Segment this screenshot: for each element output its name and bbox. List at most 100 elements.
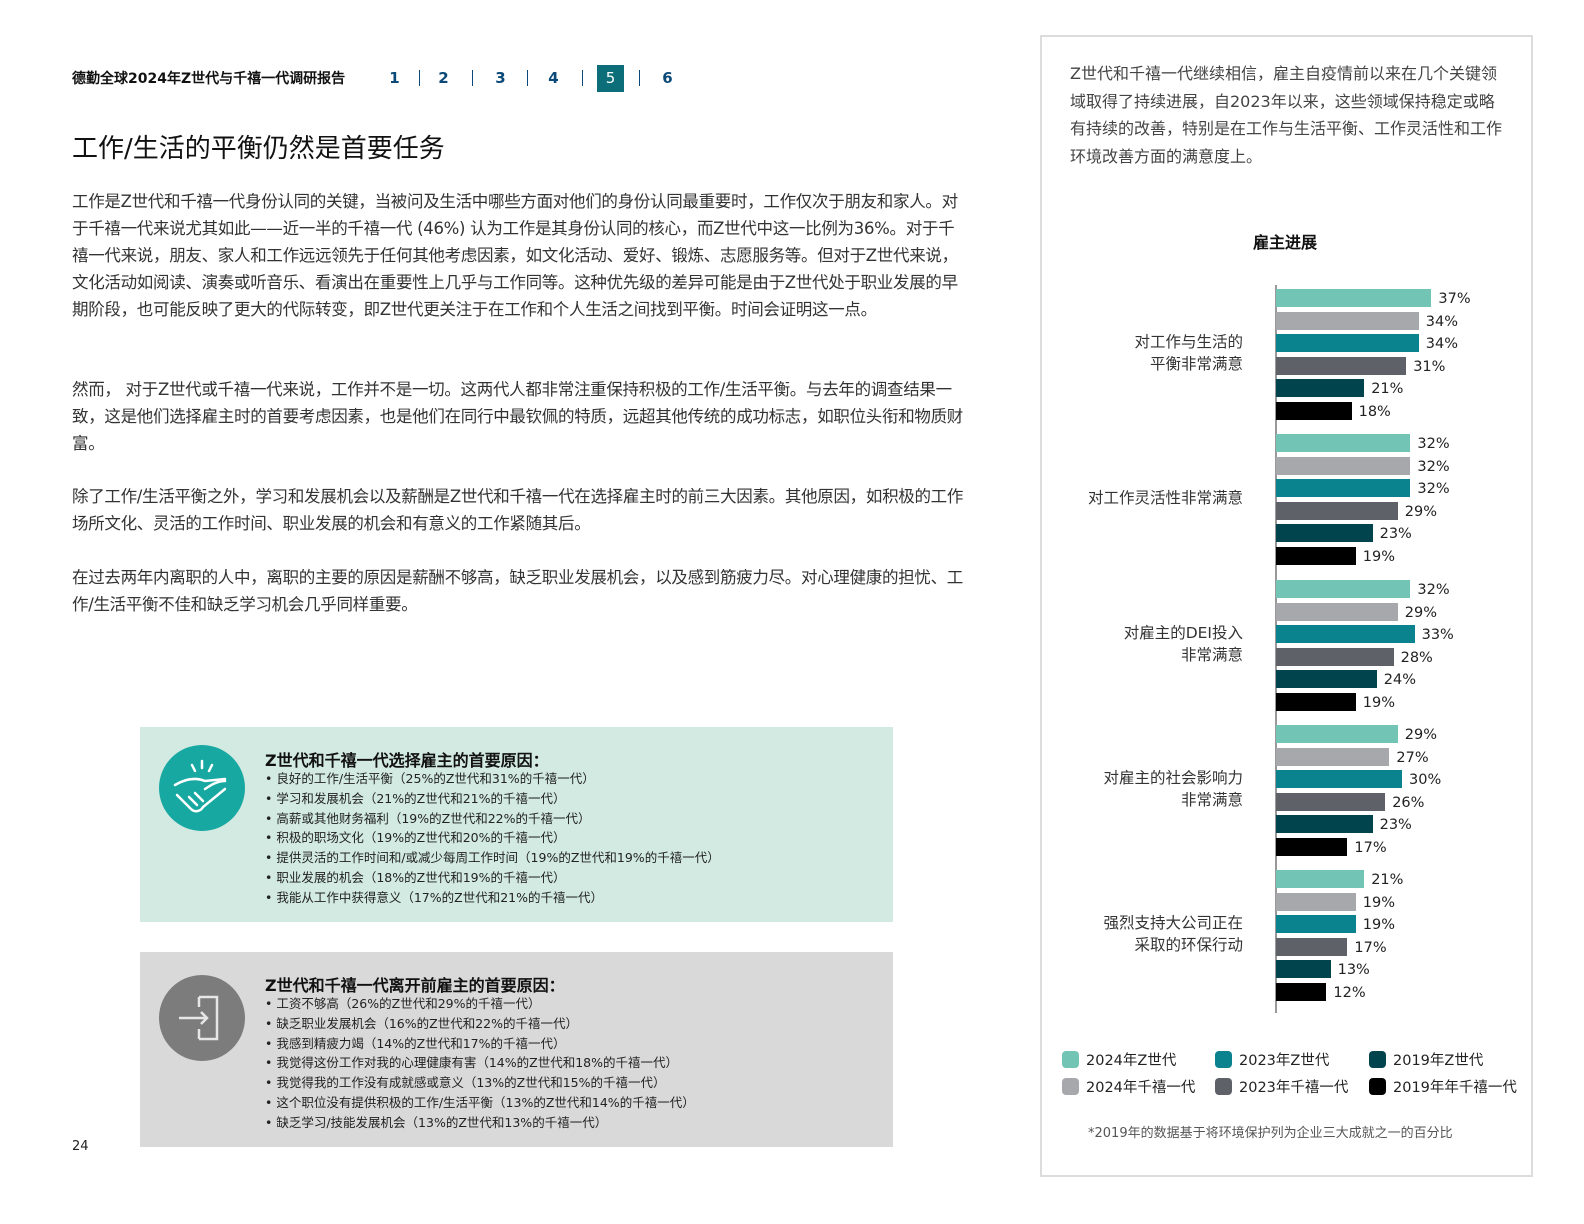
legend-swatch (1369, 1051, 1386, 1068)
category-label: 对工作灵活性非常满意 (1087, 488, 1243, 507)
list-item: • 积极的职场文化（19%的Z世代和20%的千禧一代） (265, 830, 566, 846)
data-label: 19% (1362, 695, 1396, 711)
bar (1276, 815, 1373, 834)
data-label: 21% (1371, 872, 1404, 888)
page-number: 24 (72, 1139, 89, 1154)
bar (1276, 870, 1365, 888)
list-item: • 我觉得我的工作没有成就感或意义（13%的Z世代和15%的千禧一代） (265, 1075, 666, 1091)
list-item: • 我感到精疲力竭（14%的Z世代和17%的千禧一代） (265, 1035, 566, 1051)
data-label: 29% (1404, 604, 1438, 621)
legend-item: 2019年Z世代 (1369, 1049, 1483, 1070)
reason-list: • 良好的工作/生活平衡（25%的Z世代和31%的千禧一代） • 学习和发展机会… (265, 769, 720, 908)
box-title: Z世代和千禧一代离开前雇主的首要原因： (265, 976, 565, 995)
bar (1276, 356, 1407, 375)
nav-page-2[interactable]: 2 (438, 69, 449, 87)
bar (1276, 456, 1411, 475)
data-label: 32% (1417, 458, 1450, 475)
bar (1276, 915, 1356, 934)
bar (1276, 838, 1348, 856)
legend-item: 2024年千禧一代 (1062, 1076, 1195, 1097)
data-label: 28% (1400, 649, 1433, 666)
leave-employer-box: Z世代和千禧一代离开前雇主的首要原因： • 工资不够高（26%的Z世代和29%的… (140, 952, 893, 1147)
page-title: 工作/生活的平衡仍然是首要任务 (72, 134, 445, 164)
data-label: 12% (1333, 985, 1366, 1001)
bar (1276, 693, 1356, 711)
nav-page-3[interactable]: 3 (495, 69, 506, 87)
list-item: • 学习和发展机会（21%的Z世代和21%的千禧一代） (265, 790, 566, 806)
category-label: 强烈支持大公司正在 采取的环保行动 (1103, 913, 1243, 954)
reason-list: • 工资不够高（26%的Z世代和29%的千禧一代） • 缺乏职业发展机会（16%… (265, 994, 695, 1133)
legend-item: 2023年千禧一代 (1215, 1076, 1348, 1097)
legend-label: 2024年Z世代 (1086, 1053, 1177, 1069)
data-label: 23% (1379, 817, 1412, 834)
nav-page-6[interactable]: 6 (662, 69, 673, 87)
chart-axis (1275, 285, 1277, 1013)
box-title: Z世代和千禧一代选择雇主的首要原因： (265, 751, 549, 770)
data-label: 33% (1421, 627, 1454, 644)
data-label: 31% (1413, 358, 1446, 375)
nav-separator (418, 70, 420, 86)
bar (1276, 402, 1352, 420)
data-label: 19% (1362, 917, 1396, 934)
data-label: 19% (1362, 894, 1396, 911)
legend-label: 2019年Z世代 (1393, 1053, 1484, 1069)
list-item: • 高薪或其他财务福利（19%的Z世代和22%的千禧一代） (265, 810, 591, 826)
nav-page-1[interactable]: 1 (389, 69, 400, 87)
bar (1276, 311, 1419, 330)
nav-page-5[interactable]: 5 (597, 65, 624, 92)
nav-separator (638, 70, 640, 86)
bar (1276, 937, 1348, 956)
data-label: 34% (1425, 336, 1459, 353)
data-label: 29% (1404, 503, 1438, 520)
data-label: 27% (1396, 749, 1429, 766)
chart-footnote: *2019年的数据基于将环境保护列为企业三大成就之一的百分比 (1088, 1126, 1453, 1141)
category-label: 对工作与生活的 平衡非常满意 (1134, 332, 1243, 373)
list-item: • 缺乏职业发展机会（16%的Z世代和22%的千禧一代） (265, 1015, 578, 1031)
bar (1276, 289, 1432, 307)
data-label: 18% (1358, 404, 1391, 420)
bar (1276, 647, 1394, 666)
bar (1276, 524, 1373, 543)
bar (1276, 580, 1411, 598)
paragraph: 除了工作/生活平衡之外，学习和发展机会以及薪酬是Z世代和千禧一代在选择雇主时的前… (72, 487, 964, 533)
nav-separator (471, 70, 473, 86)
legend-label: 2024年千禧一代 (1086, 1080, 1196, 1096)
legend-label: 2023年千禧一代 (1239, 1080, 1349, 1096)
nav-page-4[interactable]: 4 (548, 69, 559, 87)
legend-swatch (1062, 1078, 1079, 1095)
chart-title: 雇主进展 (1252, 233, 1317, 252)
paragraph: 在过去两年内离职的人中，离职的主要的原因是薪酬不够高，缺乏职业发展机会，以及感到… (72, 568, 964, 614)
data-label: 21% (1371, 381, 1404, 398)
bar (1276, 434, 1411, 452)
data-label: 32% (1417, 582, 1450, 598)
handshake-icon (159, 745, 245, 831)
legend-label: 2019年年千禧一代 (1393, 1080, 1517, 1096)
legend-swatch (1215, 1051, 1232, 1068)
data-label: 13% (1337, 962, 1370, 979)
legend-swatch (1062, 1051, 1079, 1068)
bar (1276, 479, 1411, 498)
list-item: • 这个职位没有提供积极的工作/生活平衡（13%的Z世代和14%的千禧一代） (265, 1094, 695, 1110)
bar (1276, 547, 1356, 565)
list-item: • 职业发展的机会（18%的Z世代和19%的千禧一代） (265, 869, 566, 885)
legend-swatch (1215, 1078, 1232, 1095)
bar (1276, 983, 1327, 1001)
list-item: • 缺乏学习/技能发展机会（13%的Z世代和13%的千禧一代） (265, 1114, 608, 1130)
legend-item: 2019年年千禧一代 (1369, 1076, 1517, 1097)
list-item: • 提供灵活的工作时间和/或减少每周工作时间（19%的Z世代和19%的千禧一代） (265, 850, 720, 866)
bar (1276, 625, 1415, 644)
list-item: • 我能从工作中获得意义（17%的Z世代和21%的千禧一代） (265, 889, 603, 905)
paragraph: 然而， 对于Z世代或千禧一代来说，工作并不是一切。这两代人都非常注重保持积极的工… (72, 380, 964, 453)
nav-separator (526, 70, 528, 86)
list-item: • 良好的工作/生活平衡（25%的Z世代和31%的千禧一代） (265, 771, 595, 786)
list-item: • 工资不够高（26%的Z世代和29%的千禧一代） (265, 996, 541, 1011)
bar (1276, 892, 1356, 911)
bar (1276, 334, 1419, 353)
bar (1276, 725, 1398, 743)
bar (1276, 602, 1398, 621)
data-label: 17% (1354, 939, 1387, 956)
legend-swatch (1369, 1078, 1386, 1095)
bar (1276, 770, 1402, 789)
data-label: 19% (1362, 549, 1396, 565)
data-label: 24% (1383, 672, 1417, 689)
